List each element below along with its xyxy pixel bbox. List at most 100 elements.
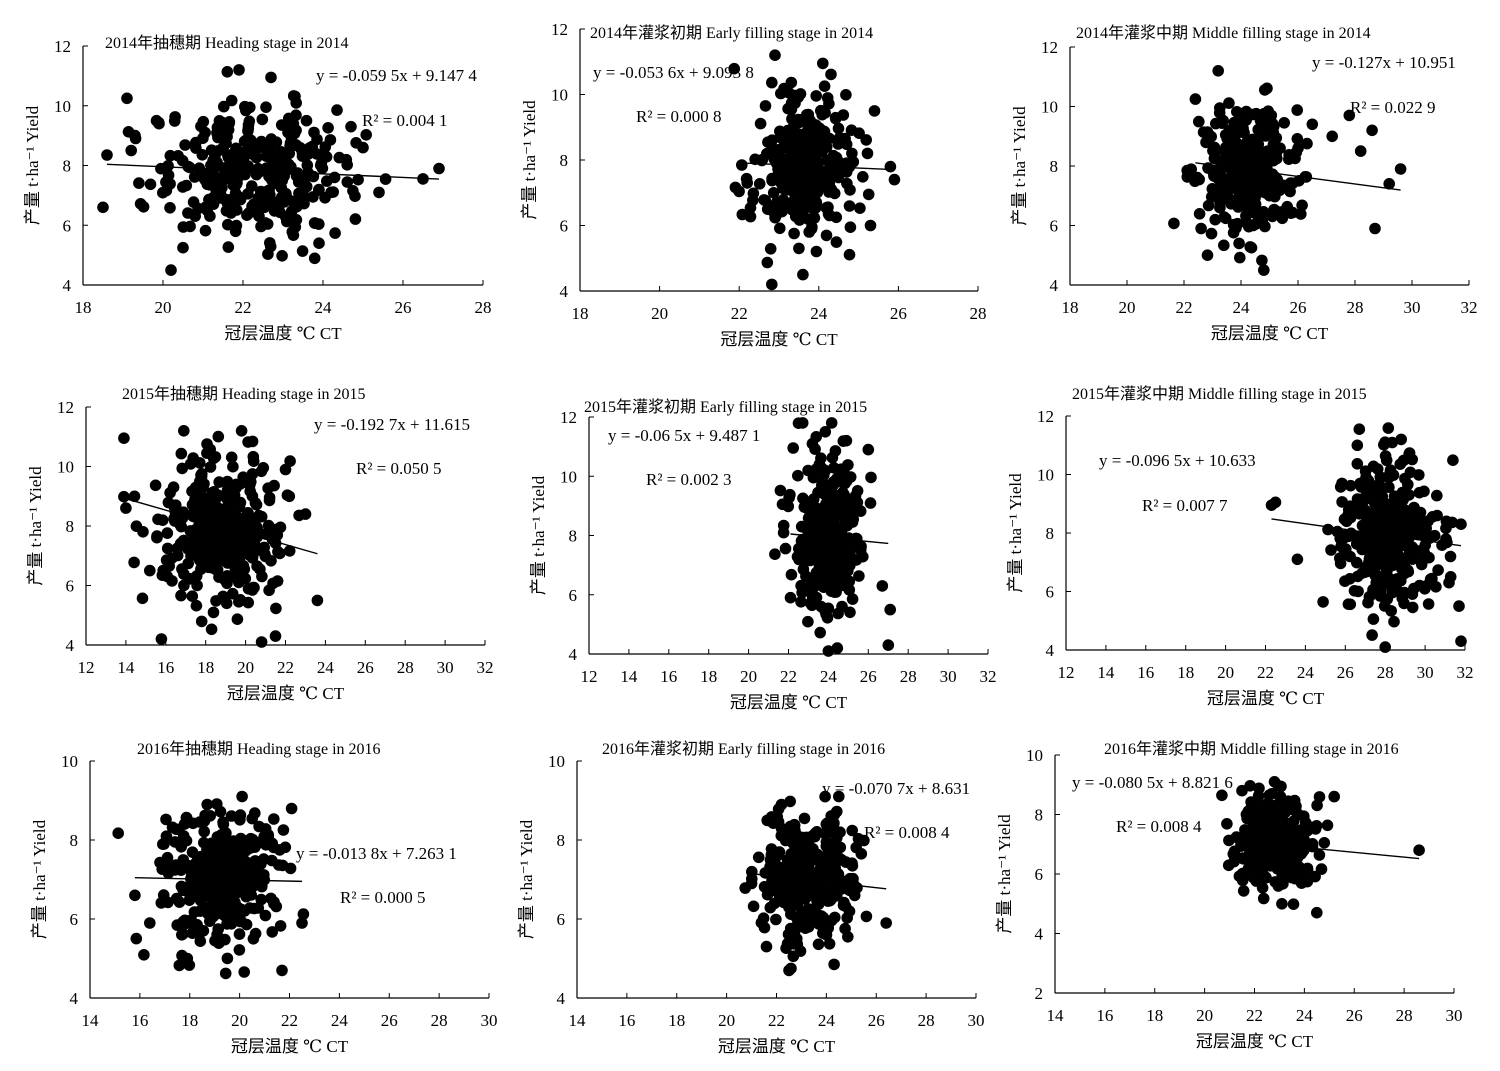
data-point	[812, 938, 825, 951]
x-tick-label: 28	[1377, 663, 1394, 682]
data-point	[1366, 124, 1378, 137]
data-point	[218, 906, 230, 918]
data-point	[802, 914, 814, 927]
data-point	[842, 459, 854, 471]
x-tick-label: 20	[155, 298, 172, 317]
data-point	[278, 170, 291, 182]
data-point	[289, 221, 302, 233]
data-point	[179, 139, 191, 151]
data-point	[1379, 498, 1391, 511]
data-point	[809, 853, 822, 866]
data-point	[207, 846, 220, 859]
data-point	[846, 857, 858, 869]
data-point	[782, 102, 794, 115]
x-tick-label: 30	[437, 658, 454, 677]
data-point	[1210, 183, 1223, 195]
regression-line	[1271, 518, 1462, 547]
y-axis-label: 产量 t·ha⁻¹ Yield	[30, 819, 49, 939]
data-point	[860, 134, 872, 146]
data-point	[1317, 596, 1329, 608]
data-point	[195, 615, 208, 628]
data-point	[177, 854, 190, 866]
data-point	[741, 177, 753, 189]
data-point	[223, 116, 236, 128]
data-point	[767, 817, 780, 829]
data-point	[180, 179, 193, 192]
data-point	[213, 554, 225, 567]
data-point	[178, 425, 190, 437]
data-point	[1336, 496, 1348, 508]
data-point	[783, 856, 795, 868]
data-point	[144, 564, 156, 577]
data-point	[868, 105, 881, 117]
data-point	[125, 144, 137, 157]
x-tick-label: 26	[381, 1011, 398, 1030]
x-tick-label: 26	[395, 298, 412, 317]
data-point	[212, 430, 225, 443]
data-point	[322, 122, 334, 134]
data-point	[1257, 892, 1270, 905]
data-point	[279, 463, 292, 476]
data-point	[787, 165, 799, 178]
data-point	[178, 579, 190, 592]
data-point	[1404, 511, 1416, 523]
data-point	[1310, 820, 1323, 832]
scatter-panel-8: 4 6 8 10 14 16 18 20 22 24 26 28 30 冠层温度 ℃ CT 产量 t·ha⁻…	[517, 740, 985, 1056]
data-point	[360, 129, 373, 141]
panel-title: 2015年灌浆中期 Middle filling stage in 2015	[1072, 385, 1367, 403]
data-point	[843, 248, 856, 261]
data-point	[864, 497, 877, 509]
x-tick-label: 24	[331, 1011, 349, 1030]
data-point	[1255, 122, 1267, 135]
data-point	[761, 256, 774, 269]
data-point	[177, 915, 189, 928]
scatter-panel-6: 4 6 8 10 12 12 14 16 18 20 22 24 26 28 30 32 冠层温度 ℃ CT 产量…	[1006, 385, 1474, 708]
data-point	[1422, 515, 1434, 527]
regression-line	[1229, 839, 1420, 860]
data-point	[221, 851, 233, 864]
data-point	[211, 509, 223, 522]
data-point	[1221, 818, 1233, 830]
y-tick-label: 10	[560, 467, 577, 486]
x-tick-label: 24	[820, 667, 838, 686]
data-point	[265, 147, 277, 160]
data-point	[793, 116, 805, 129]
scatter-panel-3: 4 6 8 10 12 18 20 22 24 26 28 30 32 冠层温度 ℃ CT 产量 t·ha⁻…	[1010, 24, 1478, 343]
data-point	[1431, 489, 1443, 502]
data-point	[192, 527, 205, 540]
data-point	[275, 182, 288, 194]
x-tick-label: 32	[477, 658, 494, 677]
data-point	[808, 212, 821, 224]
x-tick-label: 18	[75, 298, 92, 317]
r-squared-label: R² = 0.004 1	[362, 111, 448, 130]
data-point	[821, 848, 834, 860]
data-point	[238, 563, 251, 575]
data-point	[1325, 544, 1337, 556]
data-point	[1352, 585, 1364, 598]
scatter-panel-4: 4 6 8 10 12 12 14 16 18 20 22 24 26 28 30 32 冠层温度 ℃ CT 产量…	[26, 385, 494, 703]
data-point	[341, 176, 354, 188]
data-point	[1334, 481, 1347, 493]
x-axis-label: 冠层温度 ℃ CT	[730, 693, 848, 712]
data-point	[1351, 458, 1364, 470]
data-point	[197, 816, 209, 829]
x-tick-label: 26	[890, 304, 907, 323]
y-tick-label: 8	[63, 157, 72, 176]
data-point	[190, 889, 202, 902]
data-point	[797, 268, 809, 281]
data-point	[752, 851, 765, 864]
data-point	[846, 147, 858, 160]
data-point	[840, 89, 852, 101]
data-point	[1406, 601, 1419, 614]
data-point	[1351, 439, 1364, 452]
y-tick-label: 10	[57, 458, 74, 477]
x-axis-label: 冠层温度 ℃ CT	[718, 1037, 836, 1056]
data-point	[1283, 153, 1295, 165]
data-point	[239, 168, 251, 181]
data-point	[213, 115, 226, 127]
x-tick-label: 12	[1058, 663, 1075, 682]
data-point	[1263, 789, 1276, 801]
data-point	[850, 503, 863, 516]
data-point	[795, 596, 807, 608]
data-point	[1328, 790, 1340, 803]
